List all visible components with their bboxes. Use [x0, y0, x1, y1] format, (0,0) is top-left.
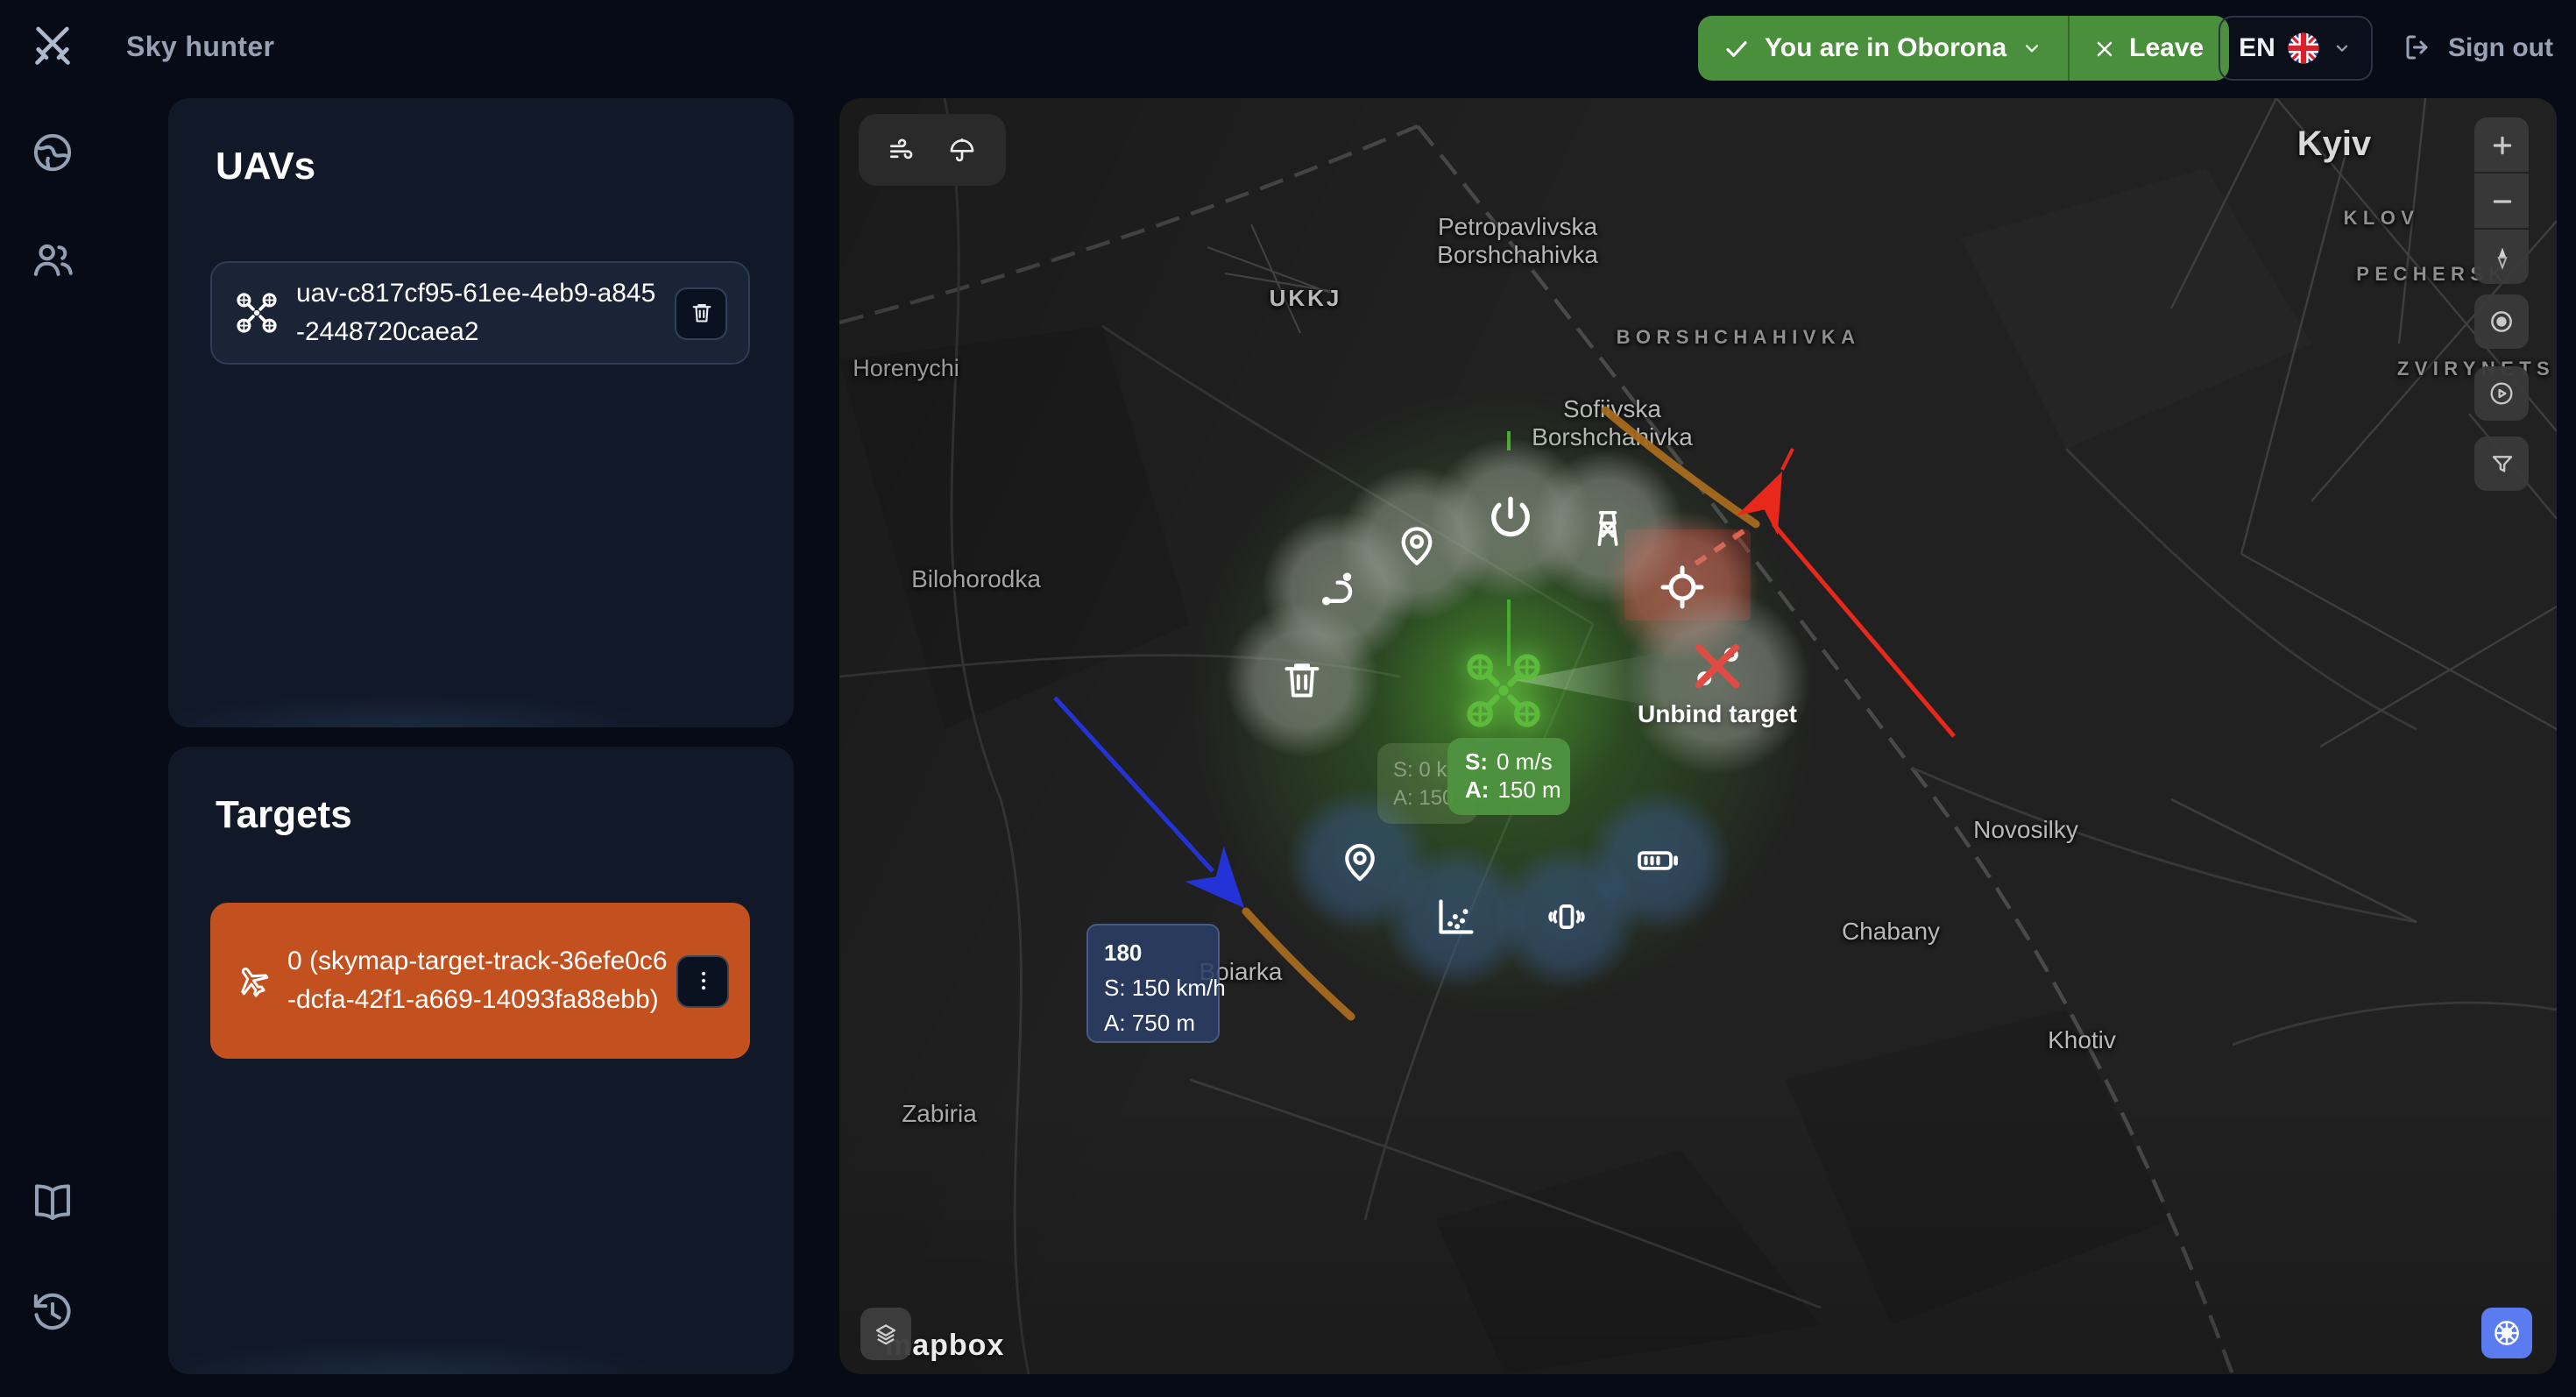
compass-button[interactable]: [2474, 228, 2529, 284]
uav-list-item[interactable]: uav-c817cf95-61ee-4eb9-a845-2448720caea2: [210, 261, 750, 365]
delete-uav-button[interactable]: [675, 287, 727, 339]
uav-telemetry-popup: S: 0 m/s A: 150 m: [1447, 738, 1570, 815]
radial-trash-button[interactable]: [1225, 603, 1379, 757]
button-divider: [2068, 16, 2070, 81]
wind-icon: [889, 138, 913, 159]
power-icon: [1491, 496, 1530, 537]
route-icon: [1322, 572, 1353, 606]
uavs-panel-title: UAVs: [216, 144, 316, 188]
target-speed: S: 150 km/h: [1104, 975, 1226, 1001]
speed-label: S:: [1465, 748, 1488, 775]
target-telemetry-popup: 180 S: 150 km/h A: 750 m: [1086, 924, 1226, 1043]
umbrella-icon: [950, 138, 974, 161]
leave-label: Leave: [2129, 33, 2204, 63]
target-heading: 180: [1104, 940, 1143, 966]
play-circle-icon: [2490, 382, 2513, 405]
uav-drone-marker[interactable]: [1463, 650, 1544, 731]
radial-unbind-target-button[interactable]: Unbind target: [1624, 589, 1810, 775]
sign-out-label: Sign out: [2448, 32, 2553, 62]
battery-icon: [1638, 851, 1678, 870]
filter-button[interactable]: [2474, 436, 2529, 491]
wind-layer-button[interactable]: [887, 134, 918, 166]
compass-needle-icon: [2496, 246, 2507, 269]
speed-value: 0 m/s: [1497, 748, 1553, 775]
sign-out-button[interactable]: Sign out: [2403, 32, 2553, 63]
precipitation-layer-button[interactable]: [946, 134, 978, 166]
close-icon: [2094, 38, 2115, 59]
language-selector[interactable]: EN: [2219, 16, 2373, 81]
weather-toolbar: [859, 114, 1006, 186]
unbind-target-icon: [1695, 643, 1740, 689]
globe-nav-icon[interactable]: [29, 129, 76, 176]
target-label: 0 (skymap-target-track-36efe0c6-dcfa-42f…: [287, 946, 668, 1014]
uk-flag-icon: [2288, 32, 2321, 65]
layers-icon: [875, 1323, 896, 1344]
team-nav-icon[interactable]: [29, 236, 76, 283]
ghost-speed: S: 0 k: [1393, 757, 1447, 782]
language-code: EN: [2239, 33, 2275, 63]
zoom-in-button[interactable]: [2474, 117, 2529, 172]
map-roads-layer: [839, 98, 2557, 1374]
targets-panel-title: Targets: [216, 792, 352, 836]
targets-panel: Targets 0 (skymap-target-track-36efe0c6-…: [168, 747, 794, 1374]
room-status-label: You are in Oborona: [1765, 33, 2007, 63]
jet-icon: [233, 961, 272, 1000]
altitude-value: 150 m: [1497, 777, 1561, 803]
plus-icon: [2492, 135, 2511, 154]
check-icon: [1723, 34, 1751, 62]
tower-icon: [1596, 510, 1617, 545]
minus-icon: [2492, 199, 2511, 202]
filter-icon: [2491, 455, 2512, 472]
uav-telemetry-popup-ghost: S: 0 k A: 150: [1377, 743, 1477, 824]
leave-room-button[interactable]: Leave: [2070, 16, 2228, 81]
room-status-segment[interactable]: You are in Oborona: [1698, 16, 2068, 81]
phone-vibrate-icon: [1548, 904, 1585, 929]
logout-icon: [2403, 32, 2434, 63]
map-canvas[interactable]: Kyiv KLOV PECHERSK ZVIRYNETS Petropavliv…: [839, 98, 2557, 1374]
zoom-out-button[interactable]: [2474, 172, 2529, 228]
crossed-swords-logo-icon[interactable]: [28, 23, 77, 72]
unbind-target-label: Unbind target: [1638, 699, 1797, 727]
radial-battery-button[interactable]: [1584, 787, 1731, 934]
target-menu-button[interactable]: [676, 954, 729, 1007]
book-nav-icon[interactable]: [29, 1179, 76, 1226]
ghost-altitude: A: 150: [1393, 785, 1454, 810]
trash-icon: [1284, 663, 1320, 698]
drone-icon: [1467, 654, 1540, 727]
chevron-down-icon: [2020, 37, 2043, 60]
uav-id: uav-c817cf95-61ee-4eb9-a845-2448720caea2: [296, 278, 656, 346]
playback-button[interactable]: [2474, 366, 2529, 421]
scatter-plot-icon: [1439, 899, 1474, 934]
target-list-item[interactable]: 0 (skymap-target-track-36efe0c6-dcfa-42f…: [210, 903, 750, 1059]
geolocate-button[interactable]: [2474, 294, 2529, 349]
app-title: Sky hunter: [126, 33, 275, 63]
layers-button[interactable]: [860, 1308, 911, 1360]
drone-icon: [235, 291, 279, 335]
history-nav-icon[interactable]: [29, 1289, 76, 1337]
room-status-button: You are in Oborona Leave: [1698, 16, 2229, 81]
globe-view-button[interactable]: [2481, 1308, 2532, 1358]
uavs-panel: UAVs uav-c817cf95-61ee-4eb9-a845-2448720…: [168, 98, 794, 727]
sidebar-rail: [0, 0, 105, 1397]
zoom-control-group: [2474, 117, 2529, 284]
location-pin-icon: [1345, 843, 1375, 882]
geolocate-icon: [2491, 311, 2512, 332]
target-altitude: A: 750 m: [1104, 1010, 1196, 1036]
altitude-label: A:: [1465, 777, 1490, 803]
globe-wireframe-icon: [2495, 1321, 2519, 1345]
chevron-down-icon: [2333, 39, 2353, 58]
